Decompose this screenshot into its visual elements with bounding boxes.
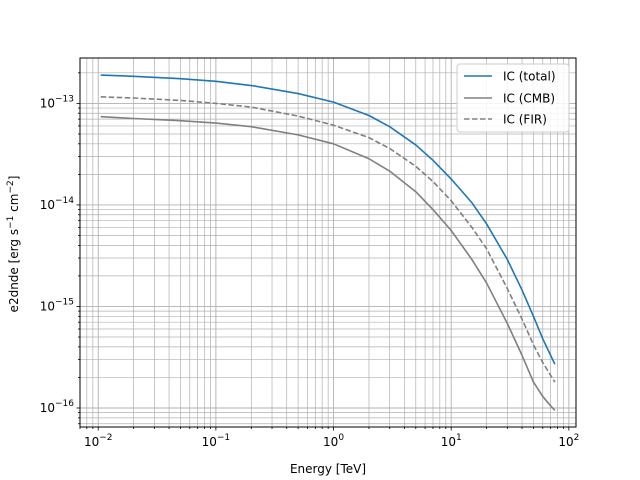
x-tick-label: 102 bbox=[558, 433, 579, 449]
legend-label-ic-fir: IC (FIR) bbox=[503, 113, 547, 127]
x-axis-label: Energy [TeV] bbox=[290, 462, 366, 476]
y-axis-label: e2dnde [erg s−1 cm−2] bbox=[6, 176, 21, 313]
legend-label-ic-total: IC (total) bbox=[503, 70, 556, 84]
x-tick-label: 100 bbox=[323, 433, 344, 449]
x-tick-label: 101 bbox=[441, 433, 462, 449]
x-tick-label: 10−1 bbox=[202, 433, 231, 449]
x-tick-label: 10−2 bbox=[84, 433, 113, 449]
series-layer bbox=[100, 74, 556, 411]
legend: IC (total) IC (CMB) IC (FIR) bbox=[456, 63, 570, 133]
y-tick-label: 10−13 bbox=[40, 94, 74, 110]
legend-label-ic-cmb: IC (CMB) bbox=[503, 92, 555, 106]
y-tick-label: 10−15 bbox=[40, 297, 74, 313]
grid-minor bbox=[79, 58, 576, 427]
series-line-ic-fir bbox=[100, 96, 556, 383]
x-axis: 10−2 10−1 100 101 102 bbox=[79, 427, 579, 449]
y-tick-label: 10−14 bbox=[40, 196, 75, 212]
legend-box bbox=[456, 63, 570, 133]
series-line-ic-total bbox=[100, 74, 556, 365]
y-tick-label: 10−16 bbox=[40, 399, 75, 415]
series-line-ic-cmb bbox=[100, 115, 556, 411]
y-axis: 10−16 10−15 10−14 10−13 bbox=[40, 72, 80, 425]
